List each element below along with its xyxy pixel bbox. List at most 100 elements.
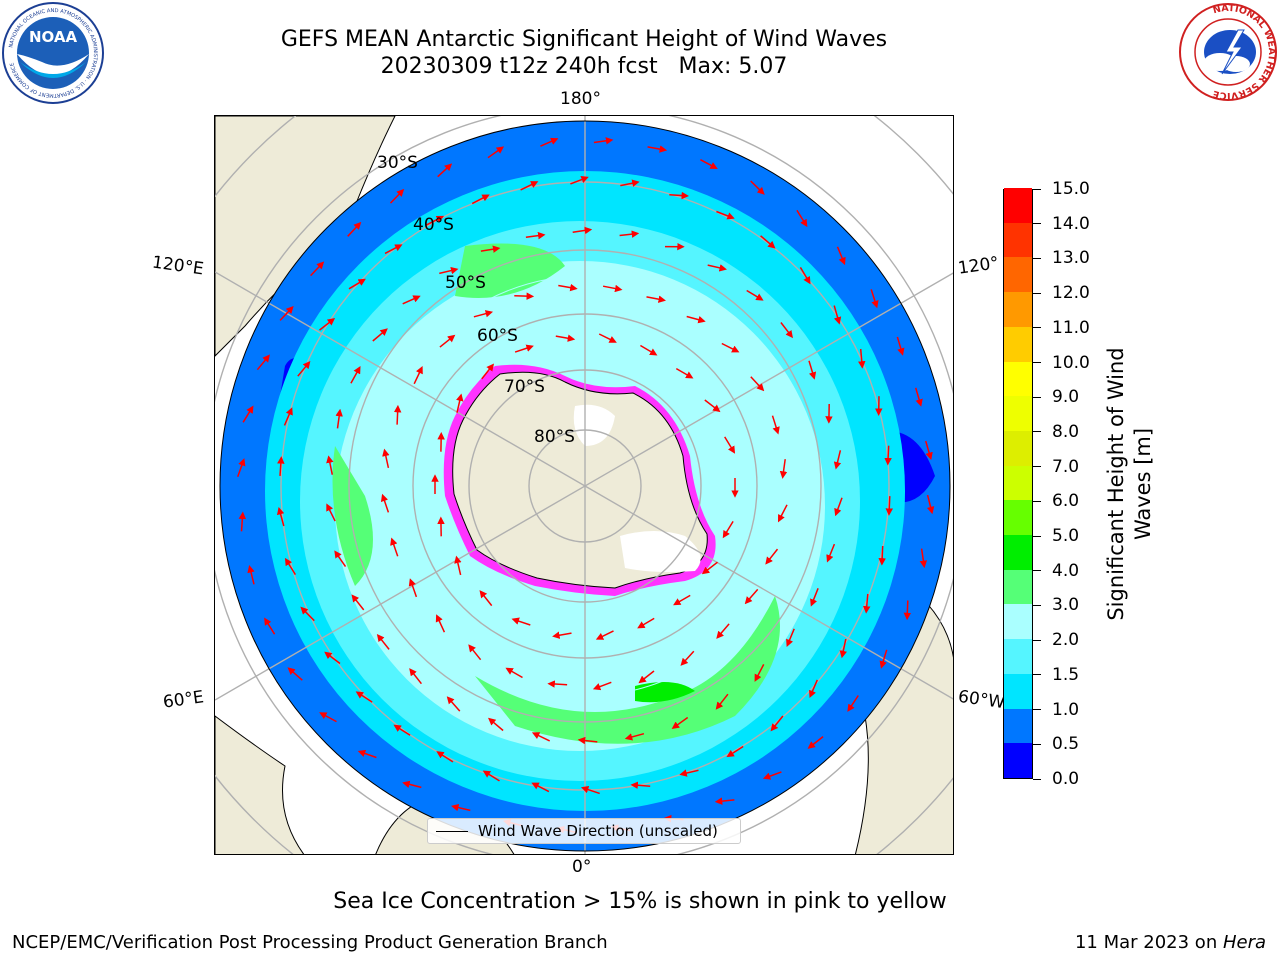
colorbar-tick-label: 6.0 (1052, 491, 1080, 512)
wave-arrow (833, 305, 842, 325)
wave-arrow (236, 458, 246, 477)
wave-arrow (572, 226, 593, 235)
wave-arrow (862, 593, 871, 614)
wave-arrow (903, 600, 912, 621)
wave-arrow (435, 614, 446, 633)
wave-arrow (726, 745, 744, 758)
colorbar-tick-label: 0.0 (1052, 769, 1080, 789)
wave-arrow (514, 344, 534, 353)
wave-arrow (473, 310, 494, 318)
wave-arrow (640, 344, 658, 356)
wave-arrow (390, 537, 399, 557)
wave-arrow (598, 333, 617, 343)
colorbar-tick-mark (1033, 292, 1041, 294)
lon-label-0: 0° (572, 857, 592, 877)
colorbar-tick-label: 2.0 (1052, 630, 1080, 651)
wave-arrow (847, 695, 859, 712)
wave-arrow (721, 342, 740, 353)
colorbar-tick-mark (1033, 709, 1041, 711)
wave-arrow (858, 348, 866, 369)
wave-arrow (555, 334, 576, 342)
wave-arrow (926, 494, 935, 515)
wave-arrow (413, 366, 423, 385)
band-4.0-5.0 (635, 682, 695, 703)
wave-arrow (924, 440, 933, 460)
colorbar-tick-mark (1033, 396, 1041, 398)
colorbar-segment (1004, 361, 1032, 397)
lat-label-50s: 50°S (445, 273, 486, 293)
wave-arrow (409, 668, 422, 685)
wave-arrow (310, 261, 325, 277)
wave-arrow (592, 681, 612, 691)
wave-arrow (454, 555, 462, 576)
wave-arrow (833, 450, 842, 470)
colorbar-segment (1004, 499, 1032, 536)
wave-arrow (724, 436, 736, 454)
wave-arrow (680, 650, 695, 666)
lon-label-60e: 60°E (161, 687, 206, 713)
colorbar (1003, 187, 1033, 779)
colorbar-segment (1004, 222, 1032, 258)
wave-arrow (511, 617, 531, 626)
wave-arrow (624, 732, 645, 741)
colorbar-tick-mark (1033, 431, 1041, 433)
wave-arrow (276, 506, 285, 527)
wave-arrow (558, 283, 578, 292)
chart-title: GEFS MEAN Antarctic Significant Height o… (280, 27, 888, 52)
colorbar-tick-label: 0.5 (1052, 734, 1080, 755)
wave-arrow (799, 267, 811, 285)
colorbar-tick-label: 10.0 (1052, 352, 1090, 373)
wave-arrow (770, 715, 784, 732)
machine-name: Hera (1222, 932, 1266, 953)
wave-arrow (348, 278, 366, 290)
legend-line-swatch (436, 831, 468, 832)
wave-arrow (914, 387, 923, 407)
wave-arrow (380, 493, 390, 513)
colorbar-tick-mark (1033, 257, 1041, 259)
lat-label-40s: 40°S (413, 215, 454, 235)
wave-arrow (279, 305, 294, 321)
wave-arrow (247, 565, 255, 585)
wave-arrow (552, 631, 572, 639)
colorbar-tick-mark (1033, 500, 1041, 502)
lon-label-120e: 120°E (150, 252, 205, 280)
wave-arrow (471, 194, 490, 205)
wave-arrow (355, 691, 373, 703)
wave-arrow (673, 594, 691, 606)
wave-arrow (839, 638, 847, 659)
wave-arrow (439, 266, 459, 275)
wave-arrow (480, 245, 501, 253)
wave-arrow (870, 289, 879, 309)
wave-arrow (671, 716, 689, 729)
colorbar-tick-mark (1033, 604, 1041, 606)
wave-arrow (446, 696, 461, 712)
wave-arrow (700, 159, 718, 169)
wave-arrow (602, 284, 623, 293)
wave-arrow (796, 209, 808, 228)
wave-arrow (334, 550, 347, 568)
wave-arrow (593, 137, 614, 145)
credit-text: NCEP/EMC/Verification Post Processing Pr… (12, 932, 608, 953)
colorbar-segment (1004, 638, 1032, 674)
wave-arrow (647, 145, 668, 153)
wave-arrow (722, 521, 734, 539)
wave-arrow (439, 334, 456, 348)
lat-label-80s: 80°S (534, 427, 575, 447)
colorbar-segment (1004, 291, 1032, 327)
wave-arrow (540, 137, 559, 147)
colorbar-tick-mark (1033, 188, 1041, 190)
lat-label-30s: 30°S (377, 153, 418, 173)
polar-map: 30°S 40°S 50°S 60°S 70°S 80°S (214, 115, 954, 855)
wave-arrow (765, 548, 779, 565)
wave-arrow (878, 545, 886, 566)
wave-arrow (350, 366, 361, 384)
colorbar-segment (1004, 742, 1032, 778)
colorbar-tick-mark (1033, 223, 1041, 225)
colorbar-tick-mark (1033, 570, 1041, 572)
wave-arrow (531, 782, 550, 793)
colorbar-tick-label: 1.0 (1052, 699, 1080, 720)
wave-arrow (701, 561, 718, 575)
wave-arrow (456, 393, 464, 413)
wave-arrow (750, 180, 765, 195)
wave-arrow (324, 651, 341, 665)
